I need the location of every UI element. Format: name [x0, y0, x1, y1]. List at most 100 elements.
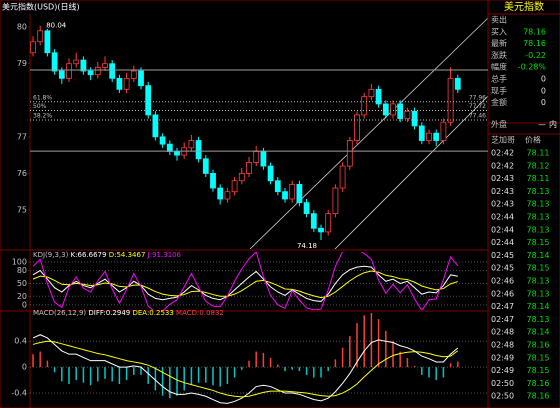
tick-time: 02:43 — [491, 187, 514, 196]
tick-price: 78.13 — [527, 213, 550, 222]
candle-body — [80, 59, 87, 72]
candle-body — [390, 103, 396, 116]
candle-body — [310, 213, 317, 229]
tick-price: 78.15 — [527, 264, 550, 273]
candle-body — [210, 173, 216, 189]
candle-body — [382, 103, 389, 116]
candle-body — [267, 165, 274, 182]
tick-time: 02:49 — [491, 366, 514, 375]
y-tick-label: 77 — [17, 132, 27, 141]
candle-body — [418, 125, 425, 141]
y-tick-label: 76 — [17, 169, 27, 178]
tick-price: 78.15 — [527, 238, 550, 247]
candle-body — [224, 191, 231, 200]
candle-body — [174, 151, 180, 156]
tick-time: 02:42 — [491, 161, 514, 170]
candle-body — [231, 180, 238, 193]
tick-price: 78.13 — [527, 200, 550, 209]
y-tick-label: 50 — [17, 279, 27, 288]
tick-time: 02:42 — [491, 149, 514, 158]
legend-entry: J:91.3106 — [147, 251, 182, 259]
quote-label: 卖出 — [491, 15, 507, 25]
candle-body — [94, 66, 101, 76]
candle-body — [397, 103, 404, 119]
candle-body — [238, 173, 245, 182]
candle-body — [73, 59, 80, 65]
candle-body — [325, 213, 332, 233]
y-tick-label: 80 — [17, 23, 27, 32]
tick-time: 02:44 — [491, 225, 514, 234]
tick-price: 78.14 — [527, 251, 550, 260]
legend-title: MACD(26,12,9) — [33, 309, 86, 317]
candle-body — [37, 30, 44, 43]
chart-title: 美元指数(USD)(日线) — [2, 2, 80, 12]
quote-label: 买入 — [491, 27, 507, 36]
candle-body — [44, 30, 51, 54]
tick-price: 78.15 — [527, 366, 550, 375]
quote-label: 涨跌 — [491, 50, 507, 60]
candle-body — [433, 132, 440, 141]
quote-title: 美元指数 — [504, 0, 544, 13]
tick-time: 02:48 — [491, 328, 514, 337]
candle-body — [454, 77, 461, 90]
y-tick-label: 79 — [17, 59, 27, 68]
candle-body — [246, 162, 252, 174]
quote-label: 金额 — [491, 97, 507, 107]
candle-body — [339, 165, 346, 189]
candle-body — [51, 52, 58, 72]
tick-time: 02:44 — [491, 238, 514, 247]
y-tick-label: 0.4 — [14, 337, 27, 346]
candle-body — [217, 187, 224, 200]
fib-label: 38.2% — [33, 113, 52, 120]
tick-time: 02:43 — [491, 200, 514, 209]
tick-price: 78.11 — [527, 174, 550, 183]
quote-panel — [487, 0, 560, 408]
candle-body — [361, 96, 368, 116]
candle-body — [159, 136, 166, 145]
candle-body — [116, 77, 123, 90]
candle-body — [296, 183, 303, 204]
legend-title: KDJ(9,3,3) — [33, 251, 69, 259]
candle-body — [202, 158, 209, 174]
candle-body — [66, 63, 72, 79]
candle-body — [447, 77, 454, 123]
candle-body — [303, 202, 310, 215]
quote-value: 78.16 — [523, 39, 546, 48]
low-label: 74.18 — [297, 242, 317, 250]
tick-time: 02:46 — [491, 289, 514, 298]
candle-body — [274, 180, 281, 193]
candle-body — [109, 63, 116, 79]
legend-entry: K:66.6679 — [71, 251, 107, 259]
candle-body — [123, 77, 130, 90]
tick-time: 02:48 — [491, 341, 514, 350]
candle-body — [138, 70, 144, 87]
tick-time: 02:47 — [491, 302, 514, 311]
tick-time: 02:46 — [491, 277, 514, 286]
tick-header: 价格 — [525, 135, 541, 145]
tick-time: 02:43 — [491, 174, 514, 183]
candle-body — [354, 114, 360, 141]
tick-price: 78.11 — [527, 149, 550, 158]
candle-body — [253, 151, 260, 163]
quote-value: 内 — [549, 119, 557, 129]
tick-time: 02:44 — [491, 213, 514, 222]
quote-value: -0.28% — [518, 63, 547, 72]
tick-price: 78.16 — [527, 379, 550, 388]
candle-body — [102, 63, 108, 68]
quote-value: 0 — [541, 75, 546, 84]
series-line — [32, 252, 459, 310]
y-tick-label: 20 — [17, 292, 27, 301]
tick-price: 78.16 — [527, 392, 550, 401]
tick-header: 芝加哥 — [491, 135, 515, 145]
candle-body — [152, 114, 159, 138]
quote-label: 最新 — [491, 38, 507, 48]
quote-label: 外盘 — [491, 119, 507, 129]
tick-price: 78.15 — [527, 353, 550, 362]
quote-value: 0 — [541, 98, 546, 107]
candle-body — [282, 191, 288, 200]
tick-price: 78.16 — [527, 341, 550, 350]
tick-price: 78.14 — [527, 328, 550, 337]
candle-body — [145, 85, 152, 116]
legend-entry: DIFF:0.2949 — [88, 309, 130, 317]
